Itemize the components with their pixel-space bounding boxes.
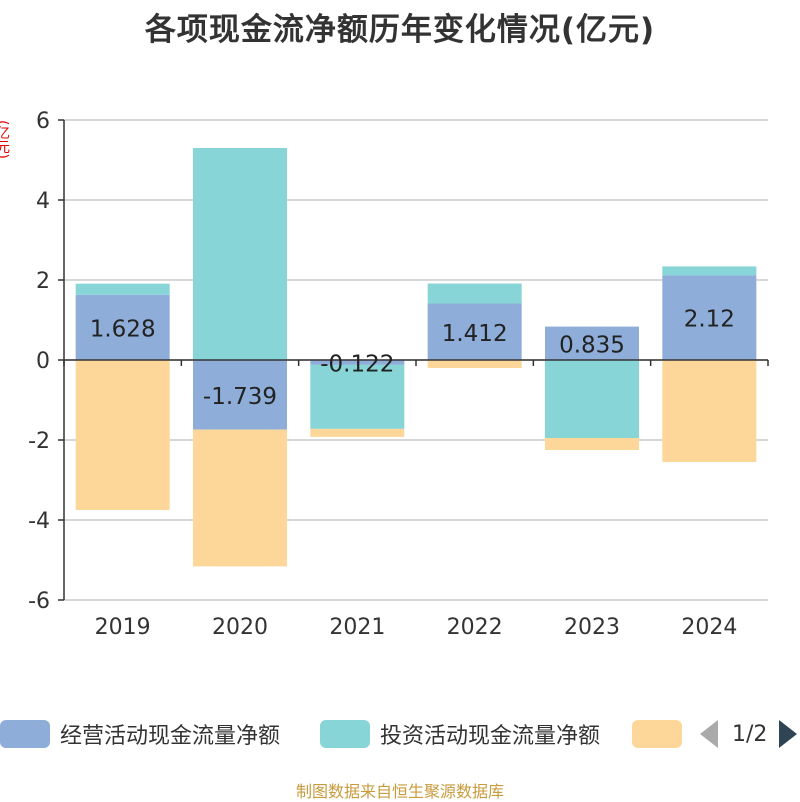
bar-2021-s0 — [310, 360, 405, 365]
pager-text: 1/2 — [732, 721, 768, 747]
y-tick-label-4: -2 — [28, 429, 50, 454]
data-label-2021: -0.122 — [320, 351, 394, 377]
x-tick-label-2022: 2022 — [447, 615, 503, 640]
stacked-bar-chart: 6 4 2 0 -2 -4 -6 2019 2020 2021 2022 2023 2024 1.628 -… — [28, 109, 769, 640]
bar-2023-s0 — [545, 326, 639, 360]
legend-swatch-investing — [320, 720, 370, 748]
legend-label-investing: 投资活动现金流量净额 — [380, 724, 601, 749]
x-tick-label-2024: 2024 — [681, 615, 737, 640]
legend-item-operating[interactable]: 经营活动现金流量净额 — [0, 716, 280, 752]
y-tick-label-0: 6 — [36, 109, 50, 134]
bar-2024-s0 — [662, 275, 757, 360]
bar-2019-s1 — [75, 283, 170, 295]
data-label-2024: 2.12 — [684, 307, 735, 333]
x-tick-label-2021: 2021 — [329, 615, 385, 640]
legend: 经营活动现金流量净额 投资活动现金流量净额 — [0, 716, 800, 752]
legend-label-operating: 经营活动现金流量净额 — [60, 724, 281, 749]
y-tick-label-1: 4 — [36, 189, 50, 214]
pager-prev-icon[interactable] — [700, 720, 718, 748]
legend-swatch-operating — [0, 720, 50, 748]
bar-2020-s0 — [193, 360, 287, 430]
chart-title: 各项现金流净额历年变化情况(亿元) — [144, 12, 656, 48]
bar-2022-s1 — [427, 283, 522, 304]
pager-next-icon[interactable] — [779, 720, 798, 748]
x-tick-label-2019: 2019 — [95, 615, 151, 640]
y-tick-label-2: 2 — [36, 269, 50, 294]
bar-2023-s2 — [545, 438, 639, 450]
data-label-2019: 1.628 — [90, 316, 156, 342]
bar-2020-s1 — [193, 148, 287, 360]
bar-2022-s0 — [427, 303, 522, 360]
legend-item-financing[interactable] — [632, 716, 682, 752]
y-tick-label-6: -6 — [28, 589, 50, 614]
y-tick-label-3: 0 — [36, 349, 50, 374]
bar-2023-s1 — [545, 360, 639, 438]
x-tick-label-2020: 2020 — [212, 615, 268, 640]
bar-2019-s2 — [75, 360, 170, 510]
legend-swatch-financing — [632, 720, 682, 748]
y-tick-label-5: -4 — [28, 509, 50, 534]
data-label-2022: 1.412 — [442, 321, 508, 347]
x-tick-label-2023: 2023 — [564, 615, 620, 640]
data-label-2023: 0.835 — [559, 332, 625, 358]
bar-2019-s0 — [75, 294, 170, 360]
bar-2024-s1 — [662, 266, 757, 276]
y-axis-unit: (亿元) — [0, 120, 10, 159]
legend-pager: 1/2 — [700, 716, 798, 752]
legend-item-investing[interactable]: 投资活动现金流量净额 — [320, 716, 600, 752]
bar-2022-s2 — [427, 360, 522, 368]
bar-2024-s2 — [662, 360, 757, 462]
bar-2021-s1 — [310, 364, 405, 429]
bar-2020-s2 — [193, 429, 287, 567]
source-note: 制图数据来自恒生聚源数据库 — [295, 782, 504, 801]
data-label-2020: -1.739 — [203, 384, 277, 410]
bar-2021-s2 — [310, 428, 405, 437]
